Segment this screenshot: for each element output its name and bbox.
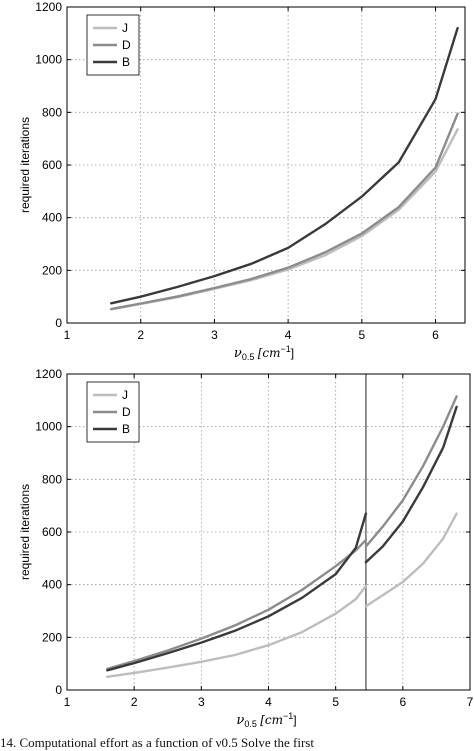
figure-caption: 14. Computational effort as a function o… [0, 735, 314, 750]
y-tick-label: 0 [55, 683, 62, 697]
legend-label-B: B [122, 55, 130, 69]
x-tick-label: 2 [131, 695, 138, 709]
y-axis-label: required iterations [18, 484, 32, 580]
y-tick-label: 200 [42, 630, 62, 644]
legend-label-D: D [122, 38, 131, 52]
y-tick-label: 1000 [35, 420, 62, 434]
x-tick-label: 2 [137, 328, 144, 342]
y-tick-label: 600 [42, 158, 62, 172]
y-tick-label: 1200 [35, 367, 62, 381]
x-tick-label: 3 [198, 695, 205, 709]
x-tick-label: 6 [432, 328, 439, 342]
y-axis-label: required iterations [18, 117, 32, 213]
series-line-J [364, 512, 458, 608]
chart-1: 1 2 3 4 5 6 0 200 400 600 800 1000 1200 required iter… [18, 0, 466, 362]
legend-label-J: J [122, 388, 128, 402]
x-tick-label: 4 [265, 695, 272, 709]
y-tick-label: 1200 [35, 0, 62, 14]
x-axis-label: ν0.5 [cm−1] [236, 711, 296, 729]
x-tick-label: 5 [332, 695, 339, 709]
y-tick-label: 200 [42, 263, 62, 277]
series-line-D [364, 395, 458, 548]
series-line-B [110, 26, 459, 305]
y-tick-label: 400 [42, 578, 62, 592]
x-tick-label: 6 [399, 695, 406, 709]
series-line-D [110, 112, 459, 311]
x-tick-label: 7 [467, 695, 474, 709]
y-tick-label: 600 [42, 525, 62, 539]
series-line-B [106, 512, 368, 672]
y-tick-label: 1000 [35, 53, 62, 67]
x-tick-label: 5 [358, 328, 365, 342]
x-axis-label: ν0.5 [cm−1] [234, 344, 294, 362]
x-tick-label: 4 [285, 328, 292, 342]
x-tick-label: 1 [64, 695, 71, 709]
legend-label-B: B [122, 422, 130, 436]
series-line-D [106, 538, 368, 671]
series-line-J [106, 584, 368, 678]
x-tick-label: 1 [64, 328, 71, 342]
legend-label-D: D [122, 405, 131, 419]
y-tick-label: 800 [42, 472, 62, 486]
chart-2: 1 2 3 4 5 6 7 0 200 400 600 800 1000 1200 required ite… [18, 367, 474, 729]
x-tick-label: 3 [211, 328, 218, 342]
y-tick-label: 400 [42, 211, 62, 225]
series-line-B [364, 405, 458, 564]
y-tick-label: 0 [55, 316, 62, 330]
legend-label-J: J [122, 21, 128, 35]
y-tick-label: 800 [42, 105, 62, 119]
